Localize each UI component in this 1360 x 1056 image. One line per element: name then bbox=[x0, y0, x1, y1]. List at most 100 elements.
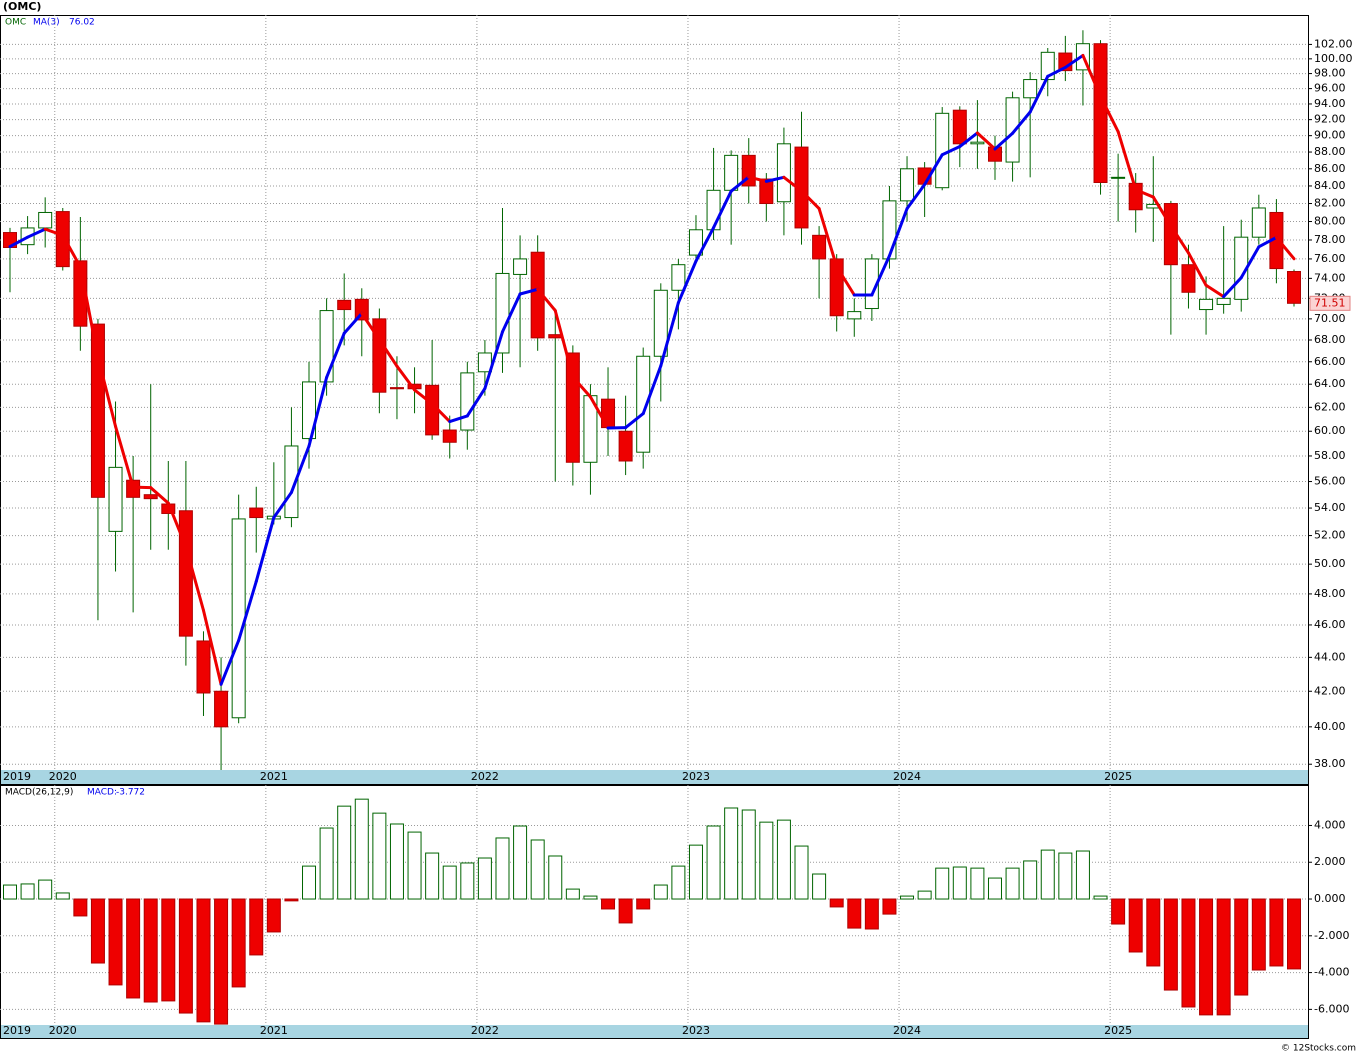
ma-line-segment bbox=[483, 330, 504, 390]
ma-line-segment bbox=[430, 402, 452, 424]
candle-body bbox=[688, 229, 703, 256]
ma-line-segment bbox=[536, 287, 557, 313]
candle-body bbox=[1216, 297, 1231, 305]
candle-body bbox=[706, 189, 721, 231]
macd-bar bbox=[1181, 898, 1196, 1008]
ma-line-segment bbox=[1116, 130, 1138, 192]
ma-line-segment bbox=[624, 412, 645, 430]
macd-bar bbox=[688, 844, 703, 900]
last-price-label: 71.51 bbox=[1314, 296, 1346, 309]
macd-bar bbox=[776, 819, 791, 900]
candle-body bbox=[618, 430, 633, 462]
macd-indicator-value: -3.772 bbox=[116, 788, 145, 798]
ma-line-segment bbox=[43, 227, 65, 237]
ma-line-segment bbox=[1134, 188, 1155, 199]
macd-bar bbox=[249, 898, 264, 956]
y-tick-label: 46.00 bbox=[1314, 618, 1346, 631]
candle-body bbox=[1023, 79, 1038, 99]
ma-line-segment bbox=[923, 153, 944, 186]
last-price-box bbox=[1309, 295, 1351, 311]
ma-line-segment bbox=[975, 131, 997, 151]
x-tick-label: 2020 bbox=[49, 770, 77, 783]
ma-line-segment bbox=[26, 227, 47, 239]
ma-line-segment bbox=[676, 259, 698, 305]
macd-bar bbox=[284, 898, 299, 902]
chart-title: (OMC) bbox=[3, 0, 41, 13]
x-tick-label: 2025 bbox=[1104, 1024, 1132, 1037]
candle-body bbox=[302, 381, 317, 440]
ma-line-segment bbox=[1169, 224, 1190, 255]
macd-bar bbox=[1093, 895, 1108, 900]
ma-line-segment bbox=[1099, 94, 1120, 134]
ma-line-segment bbox=[61, 233, 82, 269]
macd-bar bbox=[460, 862, 475, 900]
ma-legend: MA(3) bbox=[33, 18, 60, 28]
macd-bar bbox=[354, 798, 369, 900]
macd-bar bbox=[1058, 852, 1073, 900]
macd-bar bbox=[864, 898, 879, 930]
candle-body bbox=[319, 310, 334, 383]
x-tick-label: 2019 bbox=[3, 1024, 31, 1037]
macd-bar bbox=[1023, 860, 1038, 900]
macd-bar bbox=[55, 892, 70, 900]
macd-bar bbox=[917, 890, 932, 900]
price-panel-frame bbox=[0, 15, 1309, 785]
candle-body bbox=[1287, 270, 1301, 304]
y-tick-label: 54.00 bbox=[1314, 501, 1346, 514]
macd-bar bbox=[1251, 898, 1266, 971]
candle-body bbox=[671, 264, 686, 291]
ma-line-segment bbox=[500, 292, 522, 334]
candle-body bbox=[1111, 176, 1126, 179]
candle-body bbox=[55, 211, 70, 268]
ma-line-segment bbox=[940, 145, 962, 157]
y-tick-label: 96.00 bbox=[1314, 82, 1346, 95]
price-plot bbox=[0, 15, 1308, 770]
ma-line-segment bbox=[800, 189, 821, 211]
macd-bar bbox=[935, 867, 950, 900]
candle-body bbox=[653, 289, 668, 357]
x-tick-label: 2022 bbox=[471, 770, 499, 783]
candle-body bbox=[108, 466, 123, 532]
y-tick-label: 48.00 bbox=[1314, 587, 1346, 600]
y-tick-label: 0.000 bbox=[1314, 892, 1346, 905]
y-tick-label: 38.00 bbox=[1314, 757, 1346, 770]
macd-bar bbox=[302, 865, 317, 900]
candle-body bbox=[900, 168, 915, 202]
ma-line-segment bbox=[377, 338, 399, 368]
ma-line-segment bbox=[325, 331, 346, 379]
ma-line-segment bbox=[1028, 74, 1050, 114]
ma-line-segment bbox=[307, 375, 329, 448]
y-tick-label: 84.00 bbox=[1314, 179, 1346, 192]
macd-bar bbox=[38, 879, 53, 900]
ma-line-segment bbox=[571, 375, 592, 399]
macd-bar bbox=[73, 898, 88, 917]
macd-bar bbox=[442, 865, 457, 900]
ma-line-segment bbox=[588, 395, 610, 430]
y-tick-label: 50.00 bbox=[1314, 557, 1346, 570]
ma-line-segment bbox=[747, 175, 768, 183]
y-tick-label: 74.00 bbox=[1314, 271, 1346, 284]
macd-bar bbox=[601, 898, 616, 910]
candle-body bbox=[196, 640, 211, 694]
candle-body bbox=[249, 507, 264, 519]
macd-bar bbox=[1287, 898, 1301, 970]
macd-bar bbox=[214, 898, 229, 1025]
y-tick-label: 76.00 bbox=[1314, 252, 1346, 265]
candle-body bbox=[354, 298, 369, 321]
x-tick-label: 2019 bbox=[3, 770, 31, 783]
macd-panel-frame bbox=[0, 785, 1309, 1039]
macd-bar bbox=[970, 867, 985, 900]
y-tick-label: 60.00 bbox=[1314, 424, 1346, 437]
macd-bar bbox=[143, 898, 158, 1003]
ma-line-segment bbox=[870, 254, 891, 297]
y-tick-label: 56.00 bbox=[1314, 475, 1346, 488]
candle-body bbox=[389, 387, 404, 390]
macd-bar bbox=[90, 898, 105, 964]
y-tick-label: 64.00 bbox=[1314, 377, 1346, 390]
y-tick-label: 62.00 bbox=[1314, 400, 1346, 413]
ma-line-segment bbox=[114, 424, 135, 489]
ma-line-segment bbox=[905, 182, 927, 211]
ma-line-segment bbox=[201, 608, 223, 686]
ma-line-segment bbox=[413, 388, 434, 406]
